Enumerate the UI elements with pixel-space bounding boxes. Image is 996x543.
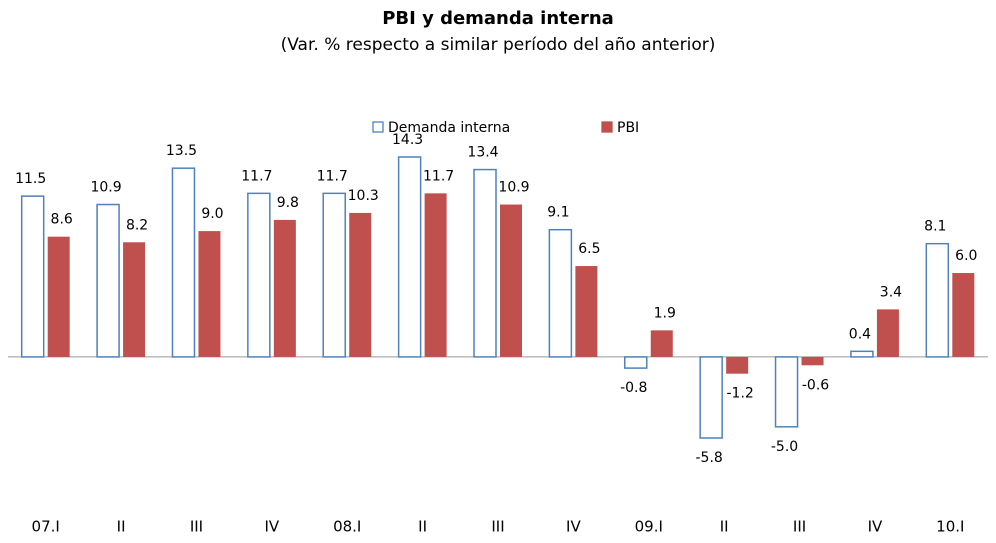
bar: [349, 212, 372, 357]
x-tick-label: III: [190, 518, 203, 536]
data-label: 6.0: [955, 248, 977, 264]
data-label: 11.7: [423, 168, 454, 184]
bar: [247, 192, 271, 358]
x-tick-label: II: [117, 518, 126, 536]
bar: [273, 219, 296, 357]
bar: [20, 195, 45, 358]
data-label: 3.4: [880, 284, 902, 300]
data-label: -1.2: [726, 386, 753, 402]
bar: [123, 242, 146, 357]
data-label: 8.2: [126, 217, 148, 233]
x-tick-label: IV: [265, 518, 280, 536]
x-tick-label: IV: [566, 518, 581, 536]
data-label: 13.4: [467, 145, 498, 161]
data-label: 1.9: [654, 305, 676, 321]
data-label: 9.8: [277, 195, 299, 211]
bar: [575, 266, 598, 357]
bar: [397, 156, 422, 358]
x-tick-label: 08.I: [333, 518, 361, 536]
data-label: 8.6: [51, 212, 73, 228]
x-tick-label: IV: [868, 518, 883, 536]
data-label: 10.3: [348, 188, 379, 204]
x-tick-label: 10.I: [936, 518, 964, 536]
bar: [774, 356, 799, 428]
data-label: 10.9: [90, 180, 121, 196]
data-label: 11.5: [15, 171, 46, 187]
bar: [876, 309, 899, 357]
data-label: 9.1: [547, 205, 569, 221]
legend-label: Demanda interna: [388, 120, 510, 136]
data-label: -0.8: [620, 380, 647, 396]
bar: [699, 356, 723, 439]
chart-subtitle: (Var. % respecto a similar período del a…: [281, 35, 716, 55]
bar: [96, 203, 120, 358]
data-label: -5.0: [771, 439, 798, 455]
bar: [424, 193, 447, 357]
bar: [624, 356, 648, 369]
data-label: 14.3: [392, 132, 423, 148]
data-label: -5.8: [695, 450, 722, 466]
data-label: 0.4: [849, 326, 871, 342]
bar: [850, 350, 874, 358]
data-label: 8.1: [924, 219, 946, 235]
data-label: 10.9: [498, 180, 529, 196]
bar: [171, 167, 196, 358]
x-tick-label: III: [491, 518, 504, 536]
data-label: 9.0: [201, 206, 223, 222]
bar: [650, 330, 673, 357]
bar: [952, 273, 975, 357]
bar: [198, 231, 221, 357]
data-label: 6.5: [578, 241, 600, 257]
bar: [500, 204, 522, 357]
x-tick-label: III: [793, 518, 806, 536]
bar: [47, 236, 70, 357]
x-tick-label: 07.I: [32, 518, 60, 536]
bar: [322, 192, 346, 358]
data-label: 13.5: [166, 143, 197, 159]
chart-title: PBI y demanda interna: [382, 8, 614, 29]
bar: [473, 168, 497, 358]
data-label: 11.7: [317, 168, 348, 184]
x-tick-label: 09.I: [635, 518, 663, 536]
bar: [548, 228, 573, 358]
bar: [925, 242, 950, 358]
bar: [801, 356, 824, 366]
legend-label: PBI: [617, 120, 639, 136]
x-tick-label: II: [418, 518, 427, 536]
data-label: -0.6: [802, 377, 829, 393]
legend-swatch: [372, 121, 384, 133]
bar: [726, 356, 749, 374]
legend-swatch: [601, 121, 613, 133]
data-label: 11.7: [241, 168, 272, 184]
x-tick-label: II: [720, 518, 729, 536]
